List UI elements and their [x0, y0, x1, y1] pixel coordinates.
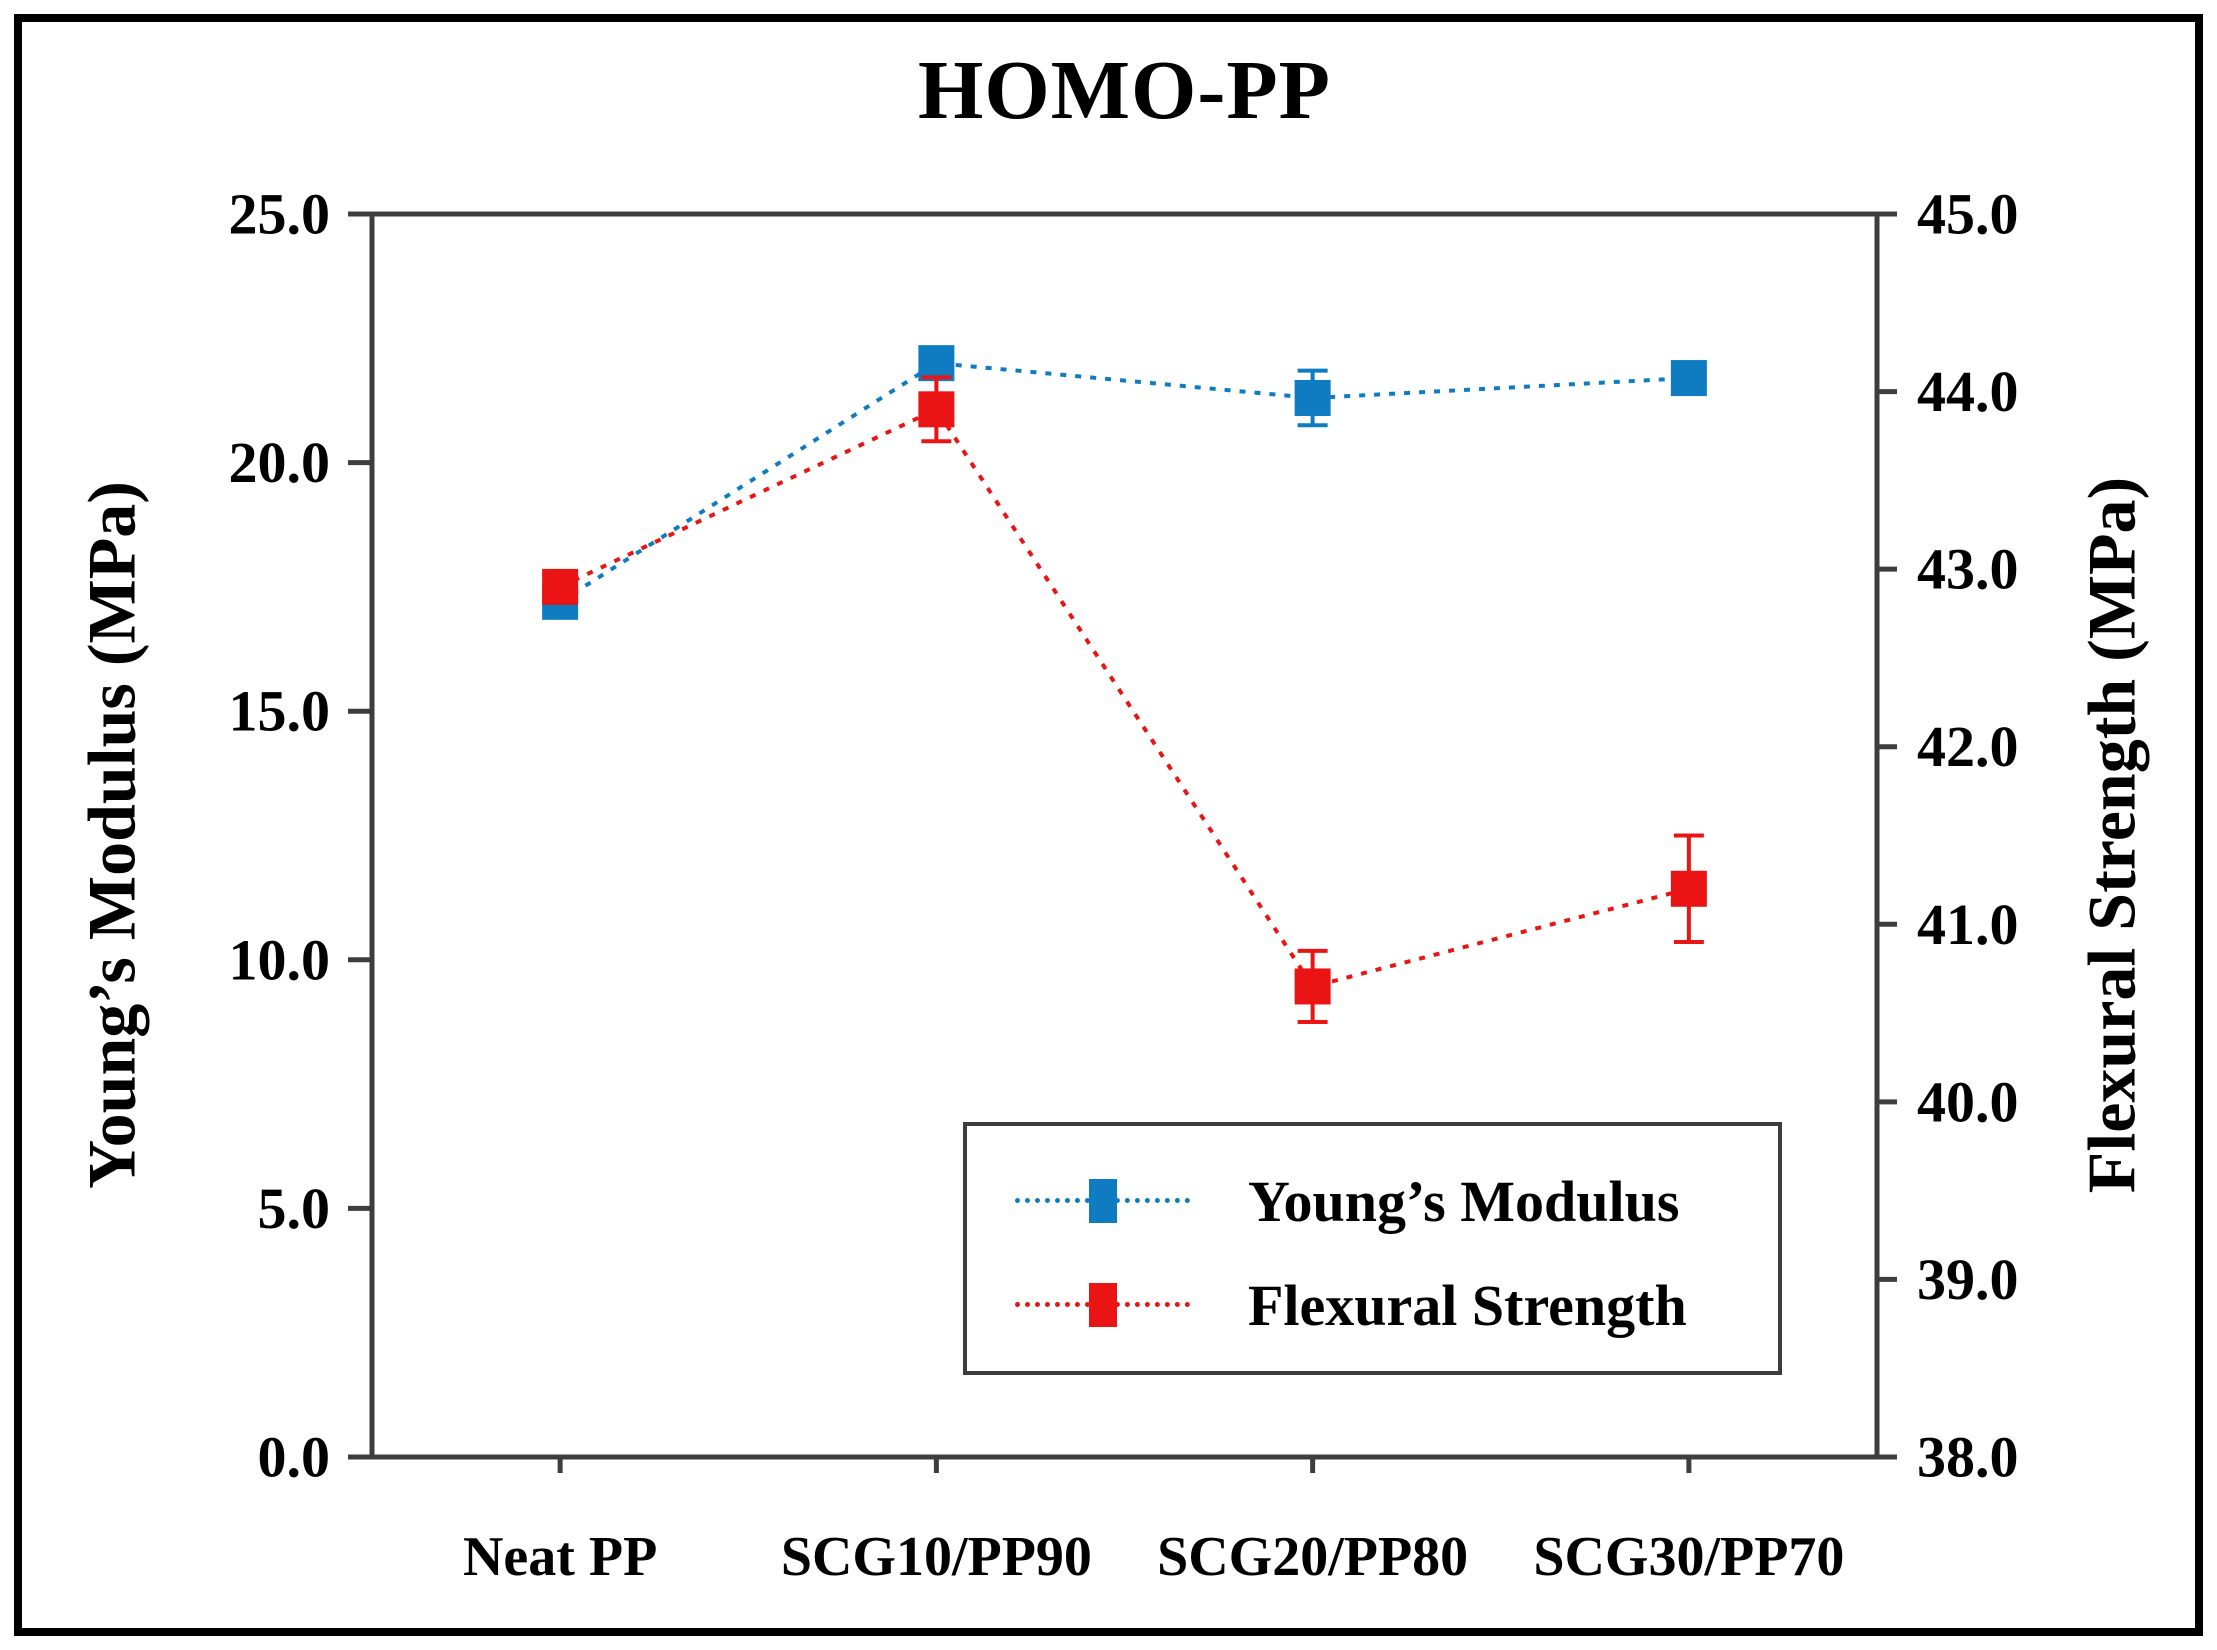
plot-frame [369, 211, 1880, 1460]
x-tick-label: Neat PP [463, 1526, 657, 1588]
flexural-strength-legend-swatch [1015, 1282, 1190, 1328]
square-marker-icon [1088, 1179, 1117, 1223]
series-line-youngs-modulus [559, 361, 1689, 604]
x-tick-label: SCG30/PP70 [1533, 1526, 1844, 1588]
square-marker-icon [1088, 1283, 1117, 1327]
legend-label-youngs-modulus: Young’s Modulus [1248, 1168, 1680, 1234]
chart-title: HOMO-PP [918, 44, 1331, 137]
data-point-marker [1294, 379, 1331, 416]
youngs-modulus-legend-swatch [1015, 1178, 1190, 1224]
y-right-tick-label: 45.0 [1917, 182, 2019, 247]
data-point-marker [918, 345, 955, 382]
legend: Young’s Modulus Flexural Strength [963, 1122, 1782, 1375]
y-left-tick-label: 10.0 [229, 927, 331, 992]
data-point-marker [1670, 360, 1707, 397]
data-point-marker [1670, 870, 1707, 907]
data-point-marker [542, 568, 579, 605]
x-tick-label: SCG20/PP80 [1157, 1526, 1468, 1588]
y-left-tick-label: 15.0 [229, 679, 331, 744]
y-right-tick-label: 40.0 [1917, 1069, 2019, 1134]
x-tick-label: SCG10/PP90 [781, 1526, 1092, 1588]
y-left-tick-label: 20.0 [229, 430, 331, 495]
data-point-marker [1294, 968, 1331, 1005]
y-right-tick-label: 44.0 [1917, 359, 2019, 424]
y-right-tick-label: 43.0 [1917, 537, 2019, 602]
legend-label-flexural-strength: Flexural Strength [1248, 1272, 1687, 1338]
legend-entry-youngs-modulus: Young’s Modulus [1015, 1169, 1679, 1234]
data-point-marker [918, 391, 955, 428]
legend-entry-flexural-strength: Flexural Strength [1015, 1273, 1687, 1338]
y-right-tick-label: 39.0 [1917, 1247, 2019, 1312]
y-right-tick-label: 38.0 [1917, 1425, 2019, 1490]
y-right-tick-label: 42.0 [1917, 714, 2019, 779]
y-left-tick-label: 25.0 [229, 182, 331, 247]
y-left-tick-label: 5.0 [258, 1176, 331, 1241]
y-left-tick-label: 0.0 [258, 1425, 331, 1490]
y-right-tick-label: 41.0 [1917, 892, 2019, 957]
